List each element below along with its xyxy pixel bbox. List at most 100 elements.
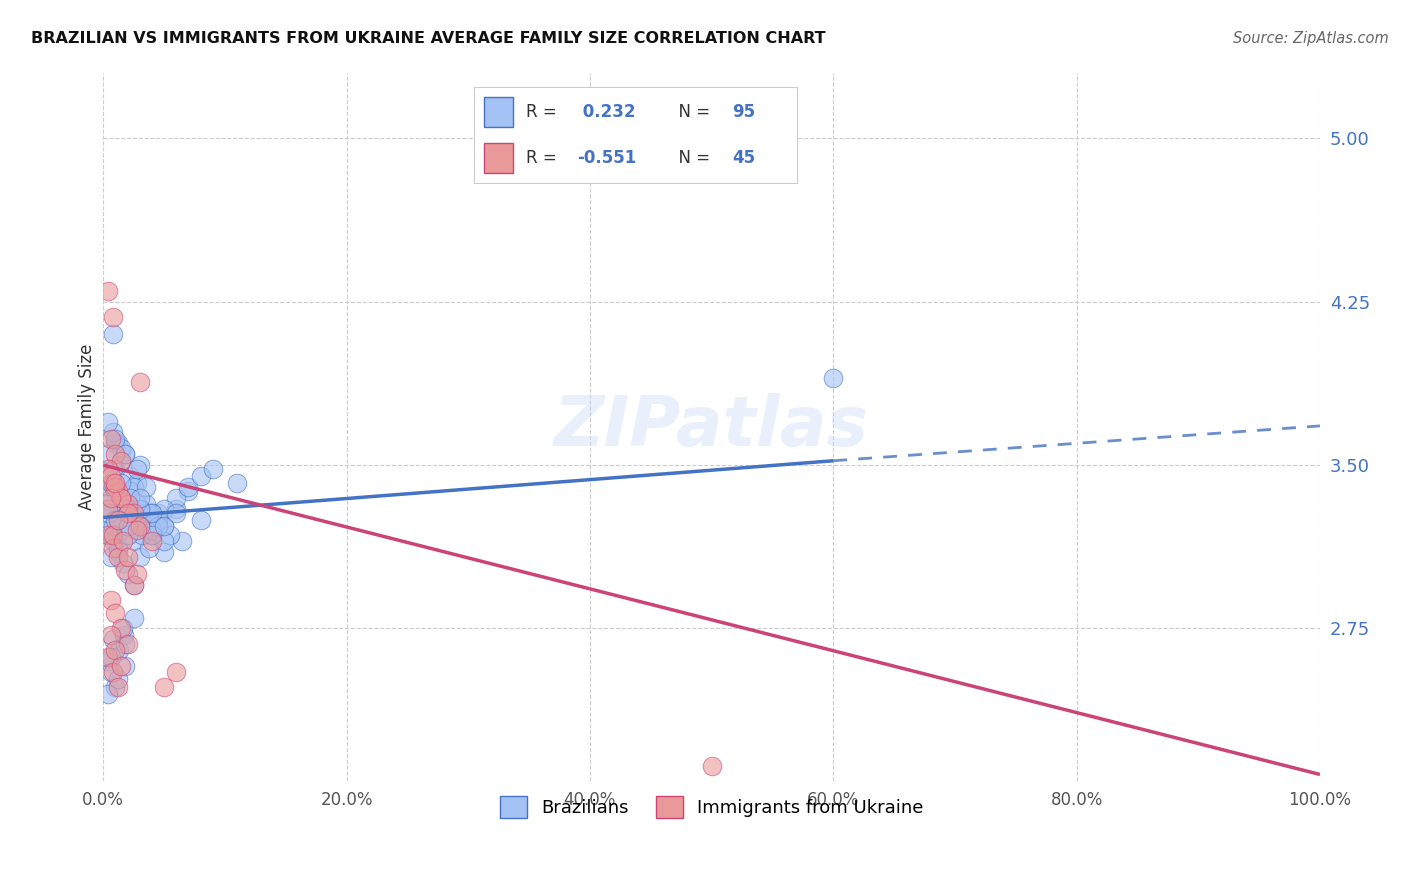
Point (104, 480, 127, 494)
Point (96, 497, 118, 511)
Point (100, 628, 122, 642)
Point (122, 506, 145, 520)
Point (114, 563, 136, 577)
Point (122, 480, 145, 494)
Point (112, 628, 135, 642)
Point (177, 484, 200, 499)
Y-axis label: Average Family Size: Average Family Size (79, 343, 96, 510)
Point (117, 501, 139, 516)
Point (107, 512, 129, 526)
Point (97, 528, 120, 542)
Point (97, 462, 120, 476)
Point (114, 637, 136, 651)
Point (104, 432, 127, 446)
Point (100, 649, 122, 664)
Point (104, 447, 127, 461)
Point (100, 469, 122, 483)
Point (110, 441, 132, 455)
Point (135, 524, 157, 538)
Point (127, 462, 149, 476)
Point (141, 506, 163, 520)
Point (107, 512, 129, 526)
Point (97, 654, 120, 668)
Point (101, 632, 124, 647)
Point (101, 475, 124, 490)
Point (172, 534, 194, 549)
Point (165, 501, 187, 516)
Point (823, 371, 845, 385)
Point (101, 534, 124, 549)
Point (104, 475, 127, 490)
Point (114, 658, 136, 673)
Point (117, 512, 139, 526)
Point (100, 549, 122, 564)
Point (104, 681, 127, 695)
Point (128, 519, 150, 533)
Point (110, 658, 132, 673)
Point (97, 284, 120, 298)
Point (110, 491, 132, 505)
Point (128, 549, 150, 564)
Text: BRAZILIAN VS IMMIGRANTS FROM UKRAINE AVERAGE FAMILY SIZE CORRELATION CHART: BRAZILIAN VS IMMIGRANTS FROM UKRAINE AVE… (31, 31, 825, 46)
Point (146, 519, 169, 533)
Point (127, 524, 149, 538)
Point (101, 425, 124, 440)
Point (101, 327, 124, 342)
Point (104, 462, 127, 476)
Point (107, 545, 129, 559)
Point (104, 606, 127, 620)
Point (117, 549, 139, 564)
Point (101, 310, 124, 324)
Point (117, 528, 139, 542)
Point (128, 501, 150, 516)
Point (146, 506, 169, 520)
Point (107, 484, 129, 499)
Point (98, 506, 121, 520)
Point (122, 578, 145, 592)
Point (110, 454, 132, 468)
Point (100, 432, 122, 446)
Point (101, 519, 124, 533)
Point (100, 593, 122, 607)
Point (97, 524, 120, 538)
Point (110, 491, 132, 505)
Point (97, 447, 120, 461)
Point (100, 491, 122, 505)
Point (141, 528, 163, 542)
Point (138, 541, 160, 555)
Point (97, 415, 120, 429)
Point (165, 506, 187, 520)
Point (117, 497, 139, 511)
Point (104, 512, 127, 526)
Point (128, 506, 150, 520)
Point (153, 534, 176, 549)
Point (153, 681, 176, 695)
Point (127, 475, 149, 490)
Point (190, 512, 212, 526)
Point (104, 643, 127, 657)
Point (138, 506, 160, 520)
Point (165, 665, 187, 679)
Point (101, 541, 124, 555)
Point (141, 506, 163, 520)
Point (153, 519, 176, 533)
Point (159, 528, 181, 542)
Point (135, 519, 157, 533)
Point (131, 528, 153, 542)
Point (97, 687, 120, 701)
Point (111, 556, 134, 570)
Point (107, 541, 129, 555)
Point (117, 567, 139, 582)
Point (111, 534, 134, 549)
Point (122, 534, 145, 549)
Point (153, 519, 176, 533)
Point (128, 519, 150, 533)
Point (111, 622, 134, 636)
Point (107, 672, 129, 686)
Legend: Brazilians, Immigrants from Ukraine: Brazilians, Immigrants from Ukraine (492, 789, 931, 825)
Point (118, 484, 141, 499)
Point (107, 681, 129, 695)
Point (101, 528, 124, 542)
Point (128, 376, 150, 390)
Point (153, 545, 176, 559)
